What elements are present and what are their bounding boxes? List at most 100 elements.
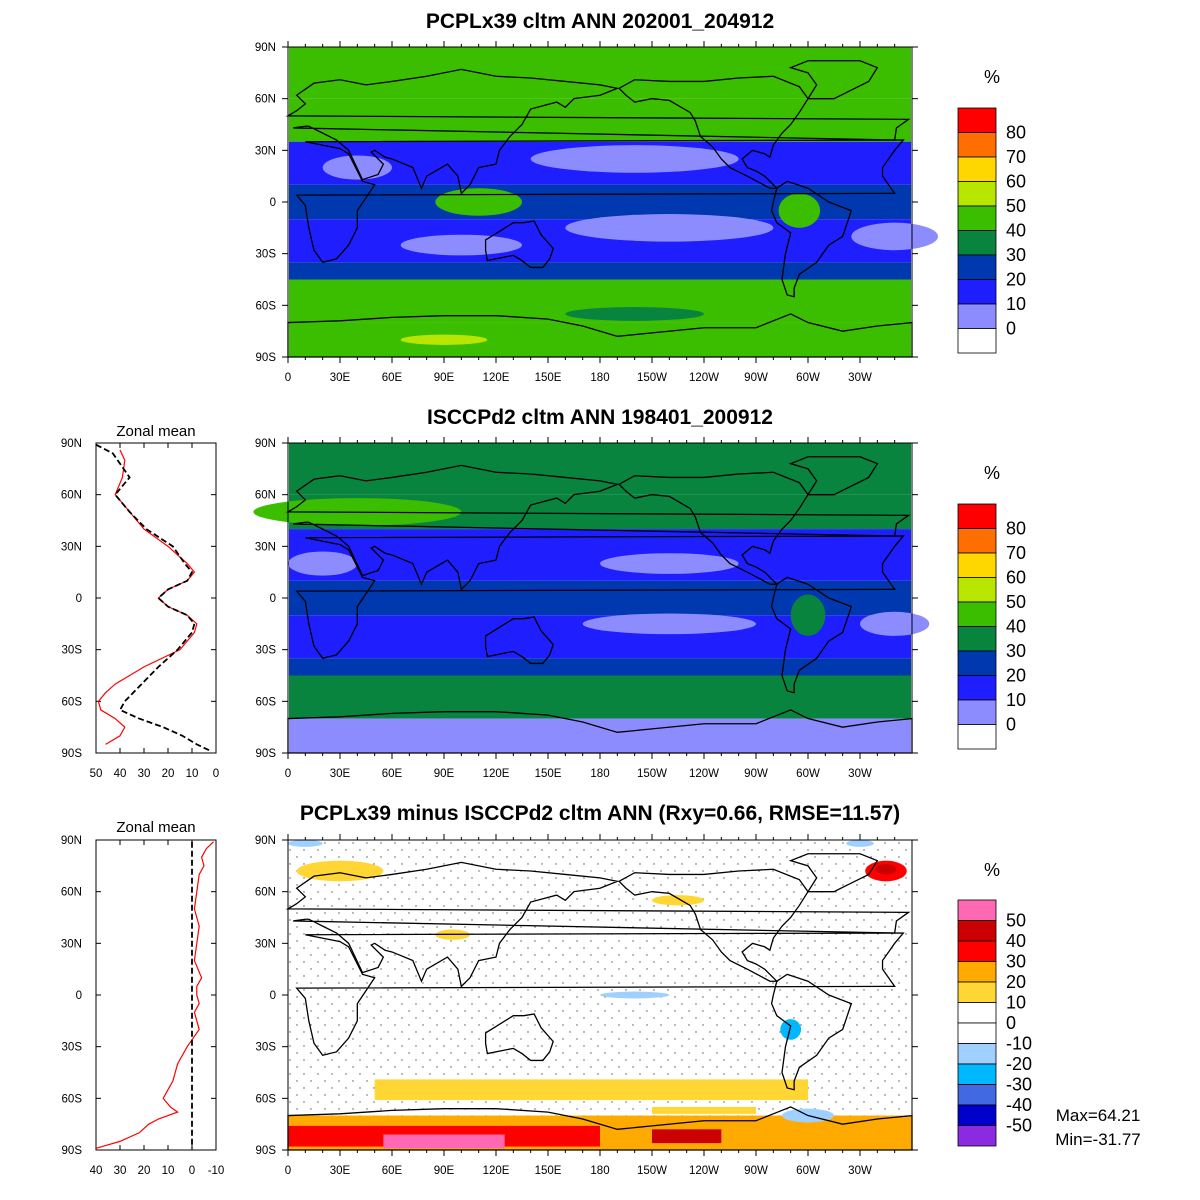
colorbar-swatch [957,107,997,133]
field-feature [851,222,939,251]
ytick-label: 30S [256,645,277,657]
xtick-label: 120W [689,372,719,384]
field-feature [288,551,358,576]
ytick-label: 30N [255,145,276,157]
diff-blob [780,1019,802,1040]
diff-blob [846,840,874,847]
xtick-label: 0 [285,1165,291,1177]
colorbar-label: 50 [1006,196,1026,216]
xtick-label: 150W [637,768,667,780]
lat-band [289,47,911,99]
colorbar-label: 20 [1006,666,1026,686]
colorbar-label: 80 [1006,519,1026,539]
colorbar-swatch [957,303,997,329]
field-feature [778,193,821,228]
xtick-label: 120W [689,1165,719,1177]
coastline-greenland-0 [788,60,879,100]
ytick-label: 90S [256,352,277,364]
colorbar-swatch [957,724,997,750]
zonal-xtick-label: 10 [162,1165,175,1177]
zonal-xtick-label: 20 [138,1165,151,1177]
colorbar-swatch [957,940,997,962]
colorbar-swatch [957,699,997,725]
colorbar-label: -50 [1006,1116,1032,1136]
min-label: Min=-31.77 [1055,1130,1141,1149]
xtick-label: 90E [434,768,455,780]
colorbar-label: 0 [1006,319,1016,339]
colorbar-label: 20 [1006,972,1026,992]
xtick-label: 180 [590,1165,609,1177]
xtick-label: 60W [796,1165,820,1177]
coastline-samerica-1 [770,576,853,694]
ytick-label: 60N [255,94,276,106]
colorbar-label: 0 [1006,715,1016,735]
xtick-label: 150W [637,1165,667,1177]
coastline-australia-0 [484,220,554,269]
panel1-unit: % [984,67,1000,87]
coastline-samerica-2 [770,973,853,1091]
diff-blob [600,991,670,999]
coastline-greenland-2 [788,853,879,893]
colorbar-swatch [957,675,997,701]
colorbar-swatch [957,1063,997,1085]
colorbar-swatch [957,552,997,578]
lat-band [289,718,911,753]
colorbar-label: 60 [1006,172,1026,192]
colorbar-label: 10 [1006,294,1026,314]
panel2-zonal-mean: Zonal mean 50 40 30 20 10 0 90N 60N 30N 0 30S 60S 90… [61,423,219,780]
zonal-xtick-label: -10 [208,1165,225,1177]
colorbar-label: 80 [1006,123,1026,143]
colorbar-swatch [957,577,997,603]
panel3-map: 0 30E 60E 90E 120E 150E 180 150W 120W 90W 60W 30W 90… [255,834,918,1177]
panel1-colorbar: % 80 70 60 50 40 30 20 10 0 [957,67,1026,354]
colorbar-swatch [957,328,997,354]
xtick-label: 90W [744,1165,768,1177]
colorbar-label: 70 [1006,147,1026,167]
xtick-label: 60E [382,768,403,780]
ytick-label: 90S [256,748,277,760]
xtick-label: 30E [330,372,351,384]
lat-band [289,675,911,719]
zonal-mean-title-1: Zonal mean [116,423,195,440]
colorbar-label: 0 [1006,1013,1016,1033]
xtick-label: 120E [483,1165,510,1177]
xtick-label: 180 [590,372,609,384]
colorbar-swatch [957,1084,997,1106]
colorbar-label: -40 [1006,1095,1032,1115]
diff-feature [383,1134,505,1149]
ytick-label: 60N [255,490,276,502]
xtick-label: 30W [848,372,872,384]
colorbar-label: 50 [1006,911,1026,931]
xtick-label: 90W [744,768,768,780]
diff-feature [652,1106,756,1114]
colorbar-swatch [957,181,997,207]
xtick-label: 90W [744,372,768,384]
zonal-xtick-label: 50 [90,768,103,780]
max-label: Max=64.21 [1056,1106,1141,1125]
ytick-label: 60N [255,887,276,899]
zonal-frame [95,442,217,754]
zonal-xtick-label: 10 [186,768,199,780]
zonal-ytick-label: 0 [76,593,82,605]
zonal-ytick-label: 90N [61,835,82,847]
xtick-label: 150W [637,372,667,384]
coastline-australia-2 [484,1013,554,1062]
colorbar-label: -20 [1006,1054,1032,1074]
colorbar-swatch [957,1022,997,1044]
zonal-ytick-label: 0 [76,990,82,1002]
lat-band [289,658,911,676]
colorbar-swatch [957,981,997,1003]
zonal-xtick-label: 20 [162,768,175,780]
colorbar-swatch [957,626,997,652]
zonal-ytick-label: 60S [62,1093,83,1105]
colorbar-label: 40 [1006,931,1026,951]
lat-band [289,322,911,357]
xtick-label: 90E [434,1165,455,1177]
coastline-namerica-1 [617,471,809,585]
zonal-xtick-label: 0 [213,768,219,780]
xtick-label: 0 [285,372,291,384]
colorbar-swatch [957,230,997,256]
xtick-label: 120E [483,372,510,384]
